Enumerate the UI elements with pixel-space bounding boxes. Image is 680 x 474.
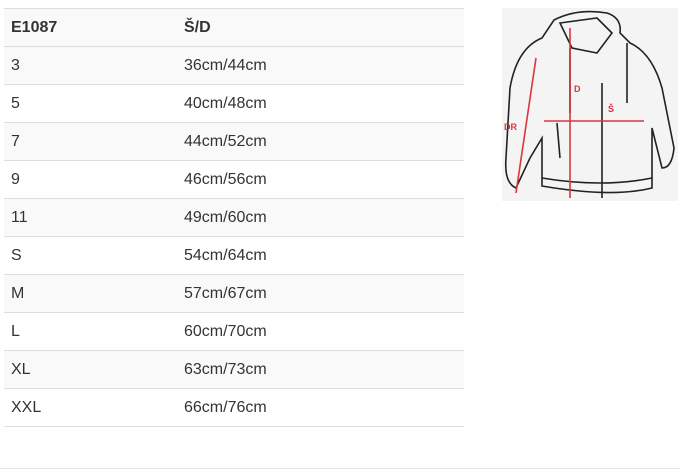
cell-size: 7 [4, 122, 184, 161]
table-row: XXL 66cm/76cm [4, 388, 464, 427]
size-table: E1087 Š/D 3 36cm/44cm 5 40cm/48cm 7 44cm/52cm… [4, 8, 464, 427]
table-header-row: E1087 Š/D [4, 8, 464, 47]
cell-measurements: 63cm/73cm [184, 350, 464, 389]
cell-measurements: 54cm/64cm [184, 236, 464, 275]
label-width: Š [608, 103, 614, 114]
cell-size: 11 [4, 198, 184, 237]
cell-size: 5 [4, 84, 184, 123]
cell-measurements: 49cm/60cm [184, 198, 464, 237]
table-row: 7 44cm/52cm [4, 122, 464, 161]
cell-measurements: 44cm/52cm [184, 122, 464, 161]
table-row: 5 40cm/48cm [4, 84, 464, 123]
header-width-length: Š/D [184, 8, 464, 47]
cell-size: 3 [4, 46, 184, 85]
cell-measurements: 60cm/70cm [184, 312, 464, 351]
hoodie-measurement-diagram: D Š DR [502, 8, 678, 201]
table-row: 11 49cm/60cm [4, 198, 464, 237]
cell-size: XXL [4, 388, 184, 427]
label-length: D [574, 84, 581, 94]
cell-size: 9 [4, 160, 184, 199]
cell-size: XL [4, 350, 184, 389]
table-row: S 54cm/64cm [4, 236, 464, 275]
cell-size: L [4, 312, 184, 351]
divider [0, 468, 680, 469]
table-row: M 57cm/67cm [4, 274, 464, 313]
table-row: 3 36cm/44cm [4, 46, 464, 85]
table-row: XL 63cm/73cm [4, 350, 464, 389]
header-model: E1087 [4, 8, 184, 47]
cell-measurements: 36cm/44cm [184, 46, 464, 85]
cell-measurements: 57cm/67cm [184, 274, 464, 313]
cell-measurements: 40cm/48cm [184, 84, 464, 123]
cell-size: S [4, 236, 184, 275]
table-row: 9 46cm/56cm [4, 160, 464, 199]
table-row: L 60cm/70cm [4, 312, 464, 351]
label-sleeve: DR [504, 122, 517, 132]
cell-measurements: 46cm/56cm [184, 160, 464, 199]
cell-size: M [4, 274, 184, 313]
cell-measurements: 66cm/76cm [184, 388, 464, 427]
